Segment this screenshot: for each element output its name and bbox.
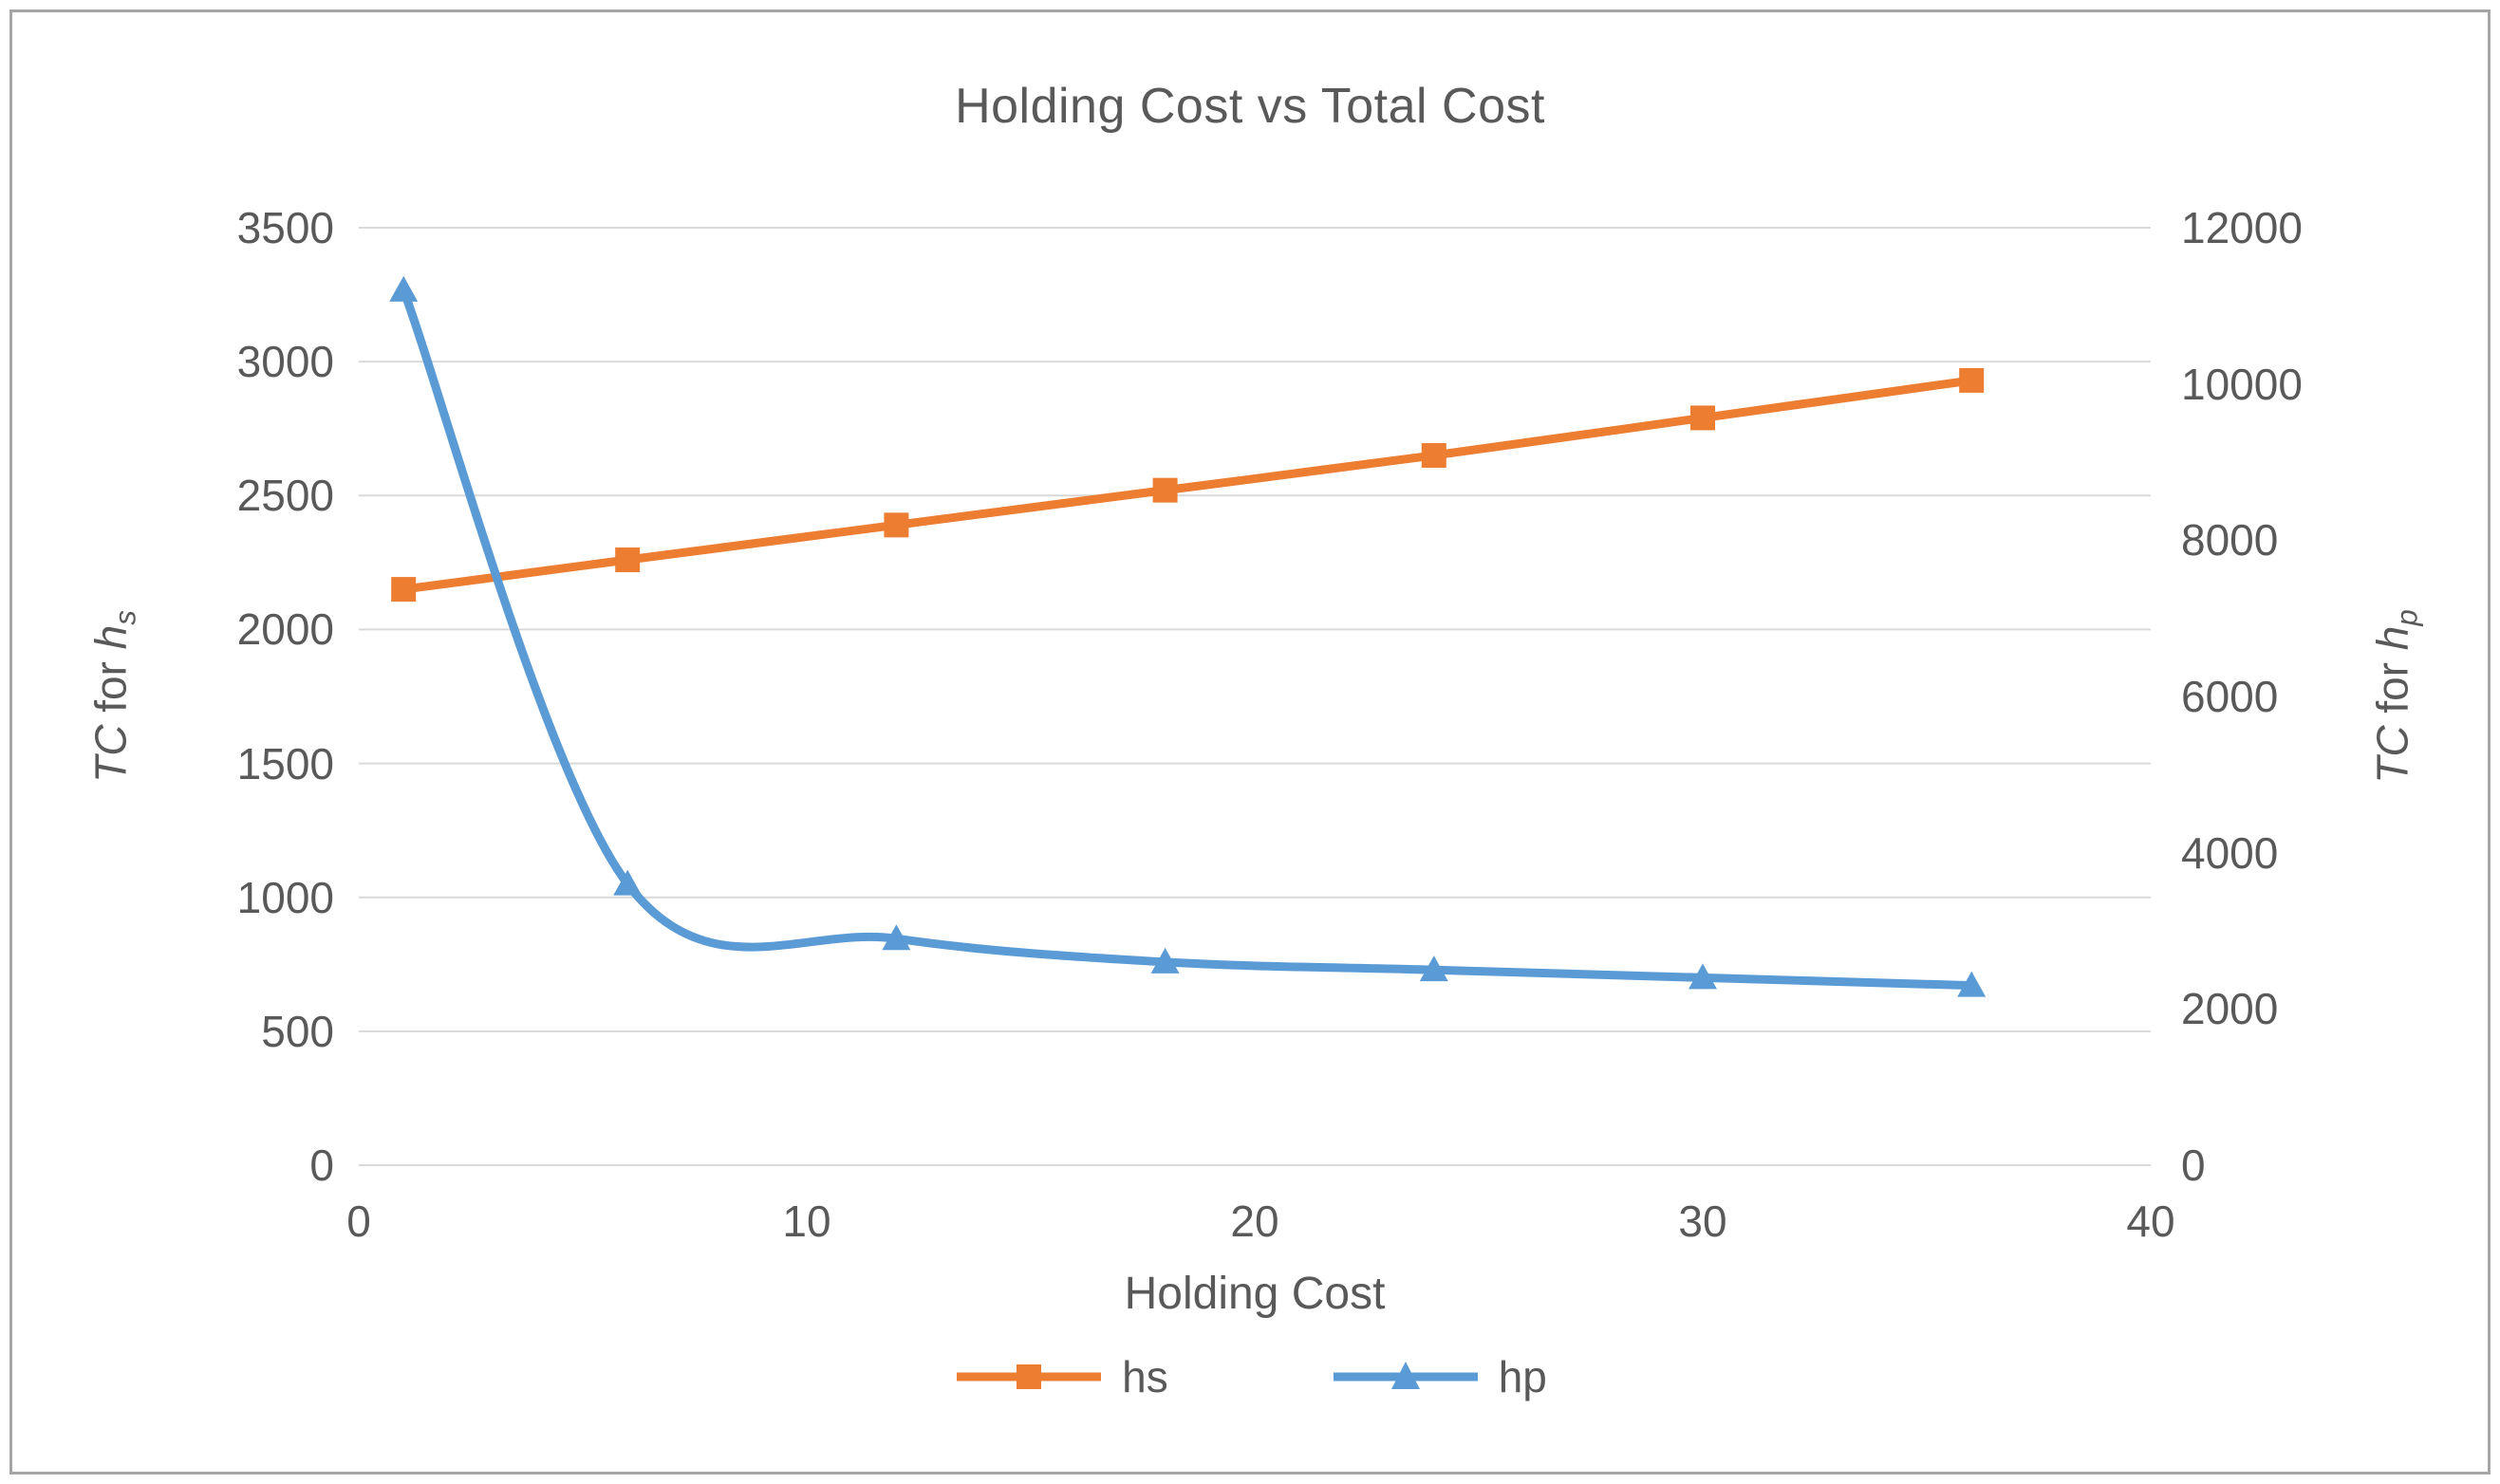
legend-label-hs: hs: [1122, 1352, 1168, 1401]
left-axis-title-tc: TC: [85, 724, 136, 783]
left-axis-title-var: h: [85, 624, 136, 650]
left-axis-title-for: for: [85, 649, 136, 725]
left-axis-tick-label: 1500: [236, 738, 334, 788]
series-marker-hp: [1419, 955, 1448, 982]
right-axis-title-for: for: [2367, 650, 2417, 726]
right-axis-title-var: h: [2367, 625, 2417, 651]
series-marker-hp: [1957, 971, 1987, 997]
x-axis-tick-label: 10: [782, 1196, 831, 1246]
series-marker-hs: [1690, 405, 1715, 431]
series-marker-hs: [1152, 477, 1178, 503]
left-axis-tick-label: 2000: [236, 604, 334, 655]
left-axis-title-subscript: s: [108, 610, 142, 625]
left-axis-tick-label: 0: [309, 1141, 334, 1190]
hs-legend-glyph: [957, 1364, 1102, 1389]
right-axis-title: TC for hp: [2366, 609, 2424, 784]
series-marker-hp: [1688, 963, 1717, 990]
right-axis-tick-label: 8000: [2181, 515, 2279, 566]
left-axis-tick-label: 2500: [236, 471, 334, 521]
right-axis-tick-label: 4000: [2181, 827, 2279, 878]
right-axis-tick-label: 6000: [2181, 672, 2279, 721]
series-marker-hp: [389, 275, 419, 302]
x-axis-tick-label: 20: [1230, 1196, 1279, 1246]
right-axis-tick-label: 12000: [2181, 203, 2303, 252]
x-axis-title: Holding Cost: [1124, 1269, 1386, 1319]
x-axis-tick-label: 0: [346, 1196, 371, 1246]
series-marker-hs: [615, 547, 641, 573]
left-axis-tick-label: 3000: [236, 337, 334, 387]
right-axis-tick-label: 0: [2181, 1141, 2206, 1190]
series-marker-hs: [884, 512, 909, 538]
hp-legend-triangle-icon: [1390, 1362, 1420, 1389]
right-axis-tick-label: 2000: [2181, 984, 2279, 1034]
right-axis-tick-label: 10000: [2181, 359, 2303, 409]
x-axis-tick-label: 30: [1678, 1196, 1727, 1246]
left-axis-tick-label: 1000: [236, 872, 334, 922]
left-axis-tick-label: 500: [261, 1006, 334, 1056]
legend: hs hp: [0, 1351, 2500, 1402]
series-marker-hs: [391, 577, 417, 603]
chart-title: Holding Cost vs Total Cost: [955, 79, 1545, 134]
right-axis-title-tc: TC: [2367, 725, 2417, 784]
series-marker-hs: [1421, 442, 1446, 468]
legend-label-hp: hp: [1498, 1352, 1547, 1401]
series-marker-hp: [613, 869, 643, 896]
legend-item-hp: hp: [1330, 1351, 1547, 1402]
legend-item-hs: hs: [953, 1351, 1168, 1402]
hp-legend-glyph: [1333, 1362, 1478, 1389]
hs-legend-square-icon: [1017, 1364, 1042, 1389]
series-marker-hp: [1150, 947, 1180, 974]
series-marker-hp: [882, 924, 911, 951]
series-marker-hs: [1959, 367, 1985, 393]
left-axis-title: TC for hs: [84, 610, 142, 783]
x-axis-tick-label: 40: [2126, 1196, 2175, 1246]
left-axis-tick-label: 3500: [236, 203, 334, 252]
series-line-hp: [399, 286, 1976, 991]
right-axis-title-subscript: p: [2390, 609, 2424, 626]
